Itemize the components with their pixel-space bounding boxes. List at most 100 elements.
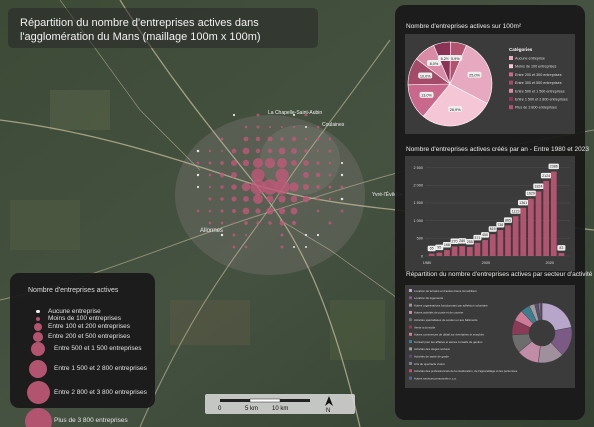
bar-label-bg [465,238,474,245]
x-tick-label: 1980 [423,261,431,265]
place-label: Yvré-l'Évêque [372,191,403,198]
bar-label: 255 [467,240,473,244]
scale-label: 0 [218,406,222,412]
map-symbol [244,221,248,225]
map-symbol [302,183,310,191]
legend-panel: Nombre d'entreprises actives Aucune entr… [10,273,155,427]
bar [436,252,443,256]
pie-legend-swatch [509,88,513,93]
map-symbol [291,220,297,226]
map-symbol [316,209,320,213]
map-symbol [196,185,200,189]
map-symbol [255,208,261,214]
map-symbol [328,197,332,201]
map-symbol [316,137,320,141]
y-tick-label: 2 500 [413,166,423,170]
map-symbol [230,159,238,167]
pie-legend-swatch [509,97,513,101]
y-tick-label: 2 000 [413,184,423,188]
bar-label-bg [458,238,467,244]
bar [543,180,550,256]
legend-symbol-icon [29,359,47,378]
legend-label: Entre 2 800 et 3 800 entreprises [54,388,147,396]
slice-label: 6,2% [441,57,450,61]
proportional-symbols [196,113,344,249]
map-symbol [208,185,212,189]
bar-label: 168 [444,243,450,247]
pie-legend-label: Entre 200 et 300 entreprises [515,73,562,77]
bar-label-bg [510,208,521,214]
map-symbol [291,160,297,166]
donut-slice [541,302,572,331]
map-symbol [232,245,236,249]
sector-legend-swatch [409,289,412,292]
bar-label: 270 [452,239,458,243]
legend-label: Entre 500 et 1 500 entreprises [54,345,142,353]
legend-label: Entre 100 et 200 entreprises [48,323,131,330]
legend-symbol-icon [31,342,45,357]
map-symbol [208,197,212,201]
map-symbol [280,125,284,129]
map-symbol [275,168,289,182]
map-symbol [340,185,344,189]
map-symbol [232,209,236,213]
map-symbol [256,125,260,129]
sector-legend-swatch [409,354,412,358]
map-title-box: Répartition du nombre d'entreprises acti… [8,8,318,48]
scale-label: 10 km [272,406,288,412]
map-symbol [251,168,265,182]
legend-symbol-icon [35,316,41,322]
sector-legend-swatch [409,369,412,373]
map-symbol [266,207,274,215]
map-symbol [328,173,332,177]
field-patch [170,300,250,345]
pie-legend-label: Entre 300 et 500 entreprises [515,81,562,85]
map-symbol [328,161,332,165]
map-symbol [242,147,250,155]
bar-label-bg [525,190,537,197]
map-symbol [328,149,332,153]
map-symbol [280,137,284,141]
map-symbol [278,147,286,155]
map-symbol [302,195,310,203]
bar-label-bg [442,242,451,248]
sector-chart: Location de terrains et d'autres biens i… [409,289,573,380]
map-symbol [208,161,212,165]
sector-chart-box: Location de terrains et d'autres biens i… [405,285,575,388]
bar-label-bg [548,163,559,170]
bar [558,253,565,256]
map-symbol [277,158,287,168]
map-symbol [231,148,237,154]
map-symbol [340,173,344,177]
bar-label-bg [435,244,444,251]
bar-chart-title: Nombre d'entreprises actives créés par a… [406,146,589,153]
map-title: Répartition du nombre d'entreprises acti… [20,17,261,43]
pie-legend-label: Plus de 3 800 entreprises [515,106,557,110]
pie-legend-label: Entre 1 500 et 2 800 entreprises [515,98,568,102]
scale-segment [249,398,281,403]
sector-legend-swatch [409,347,412,351]
map-symbol [264,157,276,169]
sector-legend-swatch [409,325,412,329]
bar [535,191,542,256]
sector-legend-label: Activités spécialisées de soutien et aux… [414,318,478,322]
map-symbol [328,137,332,141]
y-tick-label: 1 000 [413,219,423,223]
y-tick-label: 0 [421,254,423,258]
map-symbol [304,125,308,129]
sector-legend-label: Autres commerces de détail sur éventaire… [414,333,484,337]
bar-label-bg [503,217,512,223]
legend-label: Moins de 100 entreprises [48,315,121,322]
legend-item: Plus de 3 800 entreprises [10,407,155,427]
map-symbol [219,172,225,178]
map-symbol [267,148,273,154]
sector-legend-label: Activités des professionnels de la réédu… [414,369,518,373]
north-arrow-icon [325,396,333,406]
bar [451,246,458,256]
bar-label-bg [496,221,505,228]
bar-label-bg [481,232,490,238]
map-symbol [244,245,248,249]
map-symbol [316,149,320,153]
map-symbol [316,197,320,201]
